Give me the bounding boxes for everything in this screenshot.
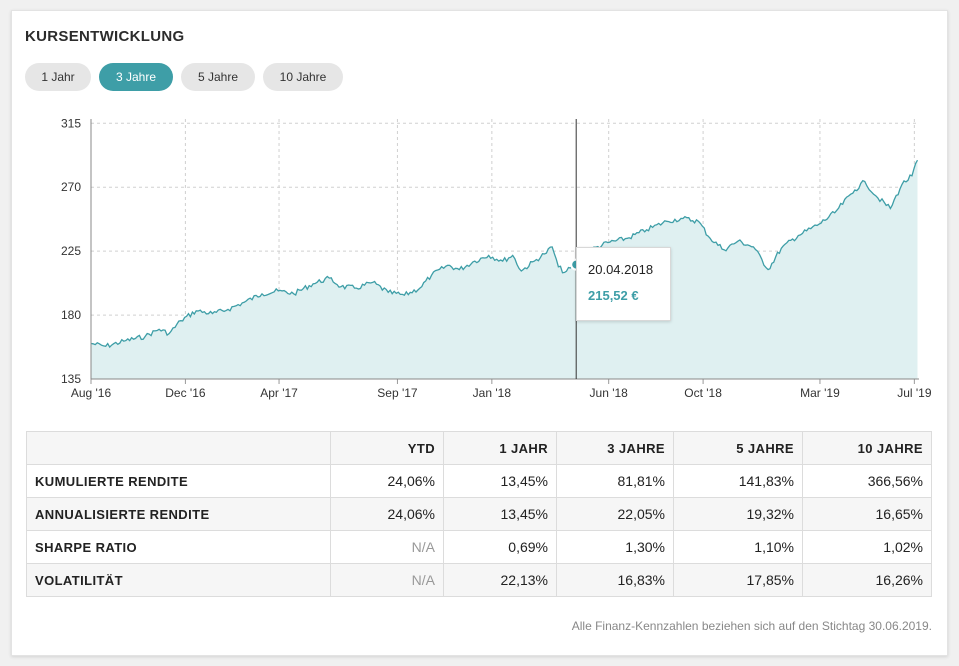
table-row: VOLATILITÄT N/A 22,13% 16,83% 17,85% 16,… xyxy=(26,563,932,597)
cell-5-jahre: 1,10% xyxy=(673,530,803,564)
cell-3-jahre: 1,30% xyxy=(556,530,674,564)
cell-5-jahre: 17,85% xyxy=(673,563,803,597)
cell-5-jahre: 141,83% xyxy=(673,464,803,498)
y-tick-label: 315 xyxy=(61,116,81,130)
table-header-3-jahre: 3 JAHRE xyxy=(556,431,674,465)
x-tick-label: Dec '16 xyxy=(165,386,206,400)
x-tick-label: Sep '17 xyxy=(377,386,418,400)
y-tick-label: 180 xyxy=(61,308,81,322)
y-tick-label: 135 xyxy=(61,372,81,386)
cell-1-jahr: 13,45% xyxy=(443,464,557,498)
row-label: SHARPE RATIO xyxy=(26,530,331,564)
performance-table: YTD 1 JAHR 3 JAHRE 5 JAHRE 10 JAHRE KUMU… xyxy=(26,431,932,597)
cell-5-jahre: 19,32% xyxy=(673,497,803,531)
cell-ytd: 24,06% xyxy=(330,464,444,498)
row-label: VOLATILITÄT xyxy=(26,563,331,597)
table-header-ytd: YTD xyxy=(330,431,444,465)
cell-1-jahr: 22,13% xyxy=(443,563,557,597)
y-tick-label: 270 xyxy=(61,180,81,194)
tab-1-jahr[interactable]: 1 Jahr xyxy=(25,63,91,91)
cell-3-jahre: 16,83% xyxy=(556,563,674,597)
price-chart[interactable]: 135 180 225 270 315 Aug '16 Dec '16 Apr '17 Sep … xyxy=(12,11,947,421)
row-label: ANNUALISIERTE RENDITE xyxy=(26,497,331,531)
x-tick-label: Jan '18 xyxy=(473,386,512,400)
performance-card: KURSENTWICKLUNG 1 Jahr 3 Jahre 5 Jahre 1… xyxy=(11,10,948,656)
x-tick-label: Jul '19 xyxy=(897,386,932,400)
cell-1-jahr: 13,45% xyxy=(443,497,557,531)
row-label: KUMULIERTE RENDITE xyxy=(26,464,331,498)
x-tick-label: Apr '17 xyxy=(260,386,298,400)
table-header-5-jahre: 5 JAHRE xyxy=(673,431,803,465)
cell-10-jahre: 16,26% xyxy=(802,563,932,597)
cell-10-jahre: 1,02% xyxy=(802,530,932,564)
x-tick-label: Aug '16 xyxy=(71,386,112,400)
cell-ytd: 24,06% xyxy=(330,497,444,531)
footnote: Alle Finanz-Kennzahlen beziehen sich auf… xyxy=(571,619,932,633)
cell-10-jahre: 366,56% xyxy=(802,464,932,498)
table-row: KUMULIERTE RENDITE 24,06% 13,45% 81,81% … xyxy=(26,464,932,498)
chart-tooltip: 20.04.2018 215,52 € xyxy=(576,247,671,321)
x-tick-label: Mar '19 xyxy=(800,386,840,400)
table-header-row: YTD 1 JAHR 3 JAHRE 5 JAHRE 10 JAHRE xyxy=(26,431,932,465)
tab-10-jahre[interactable]: 10 Jahre xyxy=(263,63,343,91)
cell-10-jahre: 16,65% xyxy=(802,497,932,531)
x-tick-label: Oct '18 xyxy=(684,386,722,400)
table-row: SHARPE RATIO N/A 0,69% 1,30% 1,10% 1,02% xyxy=(26,530,932,564)
cell-ytd: N/A xyxy=(330,563,444,597)
period-tabs: 1 Jahr 3 Jahre 5 Jahre 10 Jahre xyxy=(25,63,343,91)
cell-ytd: N/A xyxy=(330,530,444,564)
table-header-empty xyxy=(26,431,331,465)
y-tick-label: 225 xyxy=(61,244,81,258)
section-title: KURSENTWICKLUNG xyxy=(25,28,185,45)
table-row: ANNUALISIERTE RENDITE 24,06% 13,45% 22,0… xyxy=(26,497,932,531)
tooltip-date: 20.04.2018 xyxy=(588,262,654,277)
x-tick-label: Jun '18 xyxy=(590,386,629,400)
tooltip-value: 215,52 € xyxy=(588,288,639,303)
table-header-1-jahr: 1 JAHR xyxy=(443,431,557,465)
series-line xyxy=(90,159,919,349)
series-area xyxy=(91,160,918,379)
tab-3-jahre[interactable]: 3 Jahre xyxy=(99,63,173,91)
cell-3-jahre: 81,81% xyxy=(556,464,674,498)
cell-3-jahre: 22,05% xyxy=(556,497,674,531)
tab-5-jahre[interactable]: 5 Jahre xyxy=(181,63,255,91)
table-header-10-jahre: 10 JAHRE xyxy=(802,431,932,465)
cell-1-jahr: 0,69% xyxy=(443,530,557,564)
